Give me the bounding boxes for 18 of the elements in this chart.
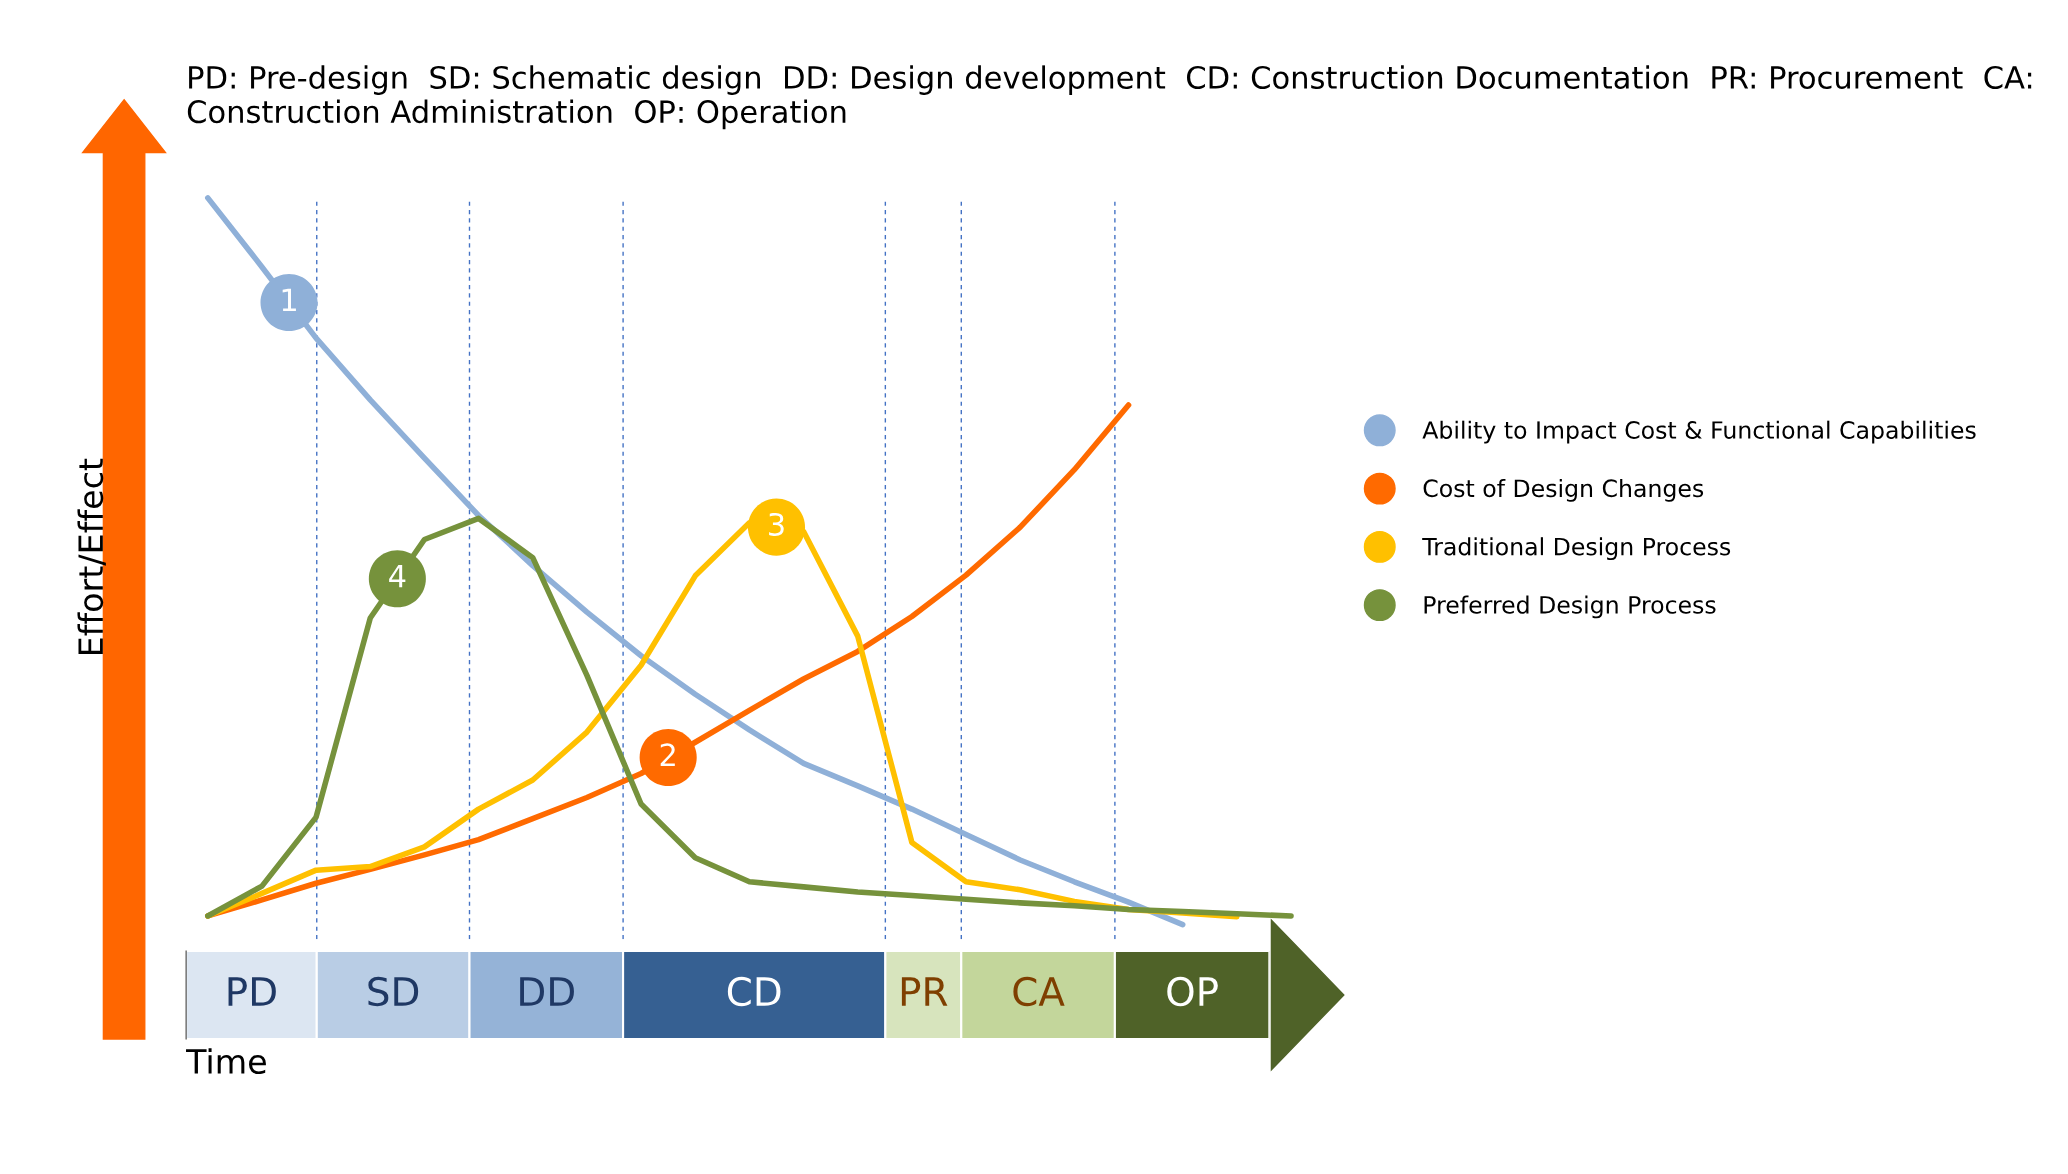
annotation: 2 (660, 743, 675, 766)
y-axis-title: Effort/Effect (77, 458, 106, 655)
legend-label: Preferred Design Process (1424, 595, 1716, 619)
annotation: 3 (769, 512, 784, 536)
chart-title: PD: Pre-design SD: Schematic design DD: Design development CD: Construction Documentation PR: Procurement CA: Construction Administration OP: Operation (187, 65, 2032, 130)
annotation: 1 (282, 288, 296, 311)
series-label: PD (228, 977, 276, 1006)
legend-label: Traditional Design Process (1422, 537, 1731, 561)
series-label: CD (727, 976, 781, 1007)
series-label: OP (1167, 976, 1218, 1007)
legend-label: Cost of Design Changes (1423, 478, 1704, 502)
series-label: DD (520, 977, 574, 1006)
series-label: PR (901, 977, 948, 1006)
x-axis-title: Time (186, 1048, 266, 1075)
series-label: SD (368, 976, 419, 1007)
annotation: 4 (389, 564, 406, 588)
series-label: CA (1013, 976, 1065, 1007)
legend-label: Ability to Impact Cost & Functional Capabilities (1422, 420, 1976, 444)
